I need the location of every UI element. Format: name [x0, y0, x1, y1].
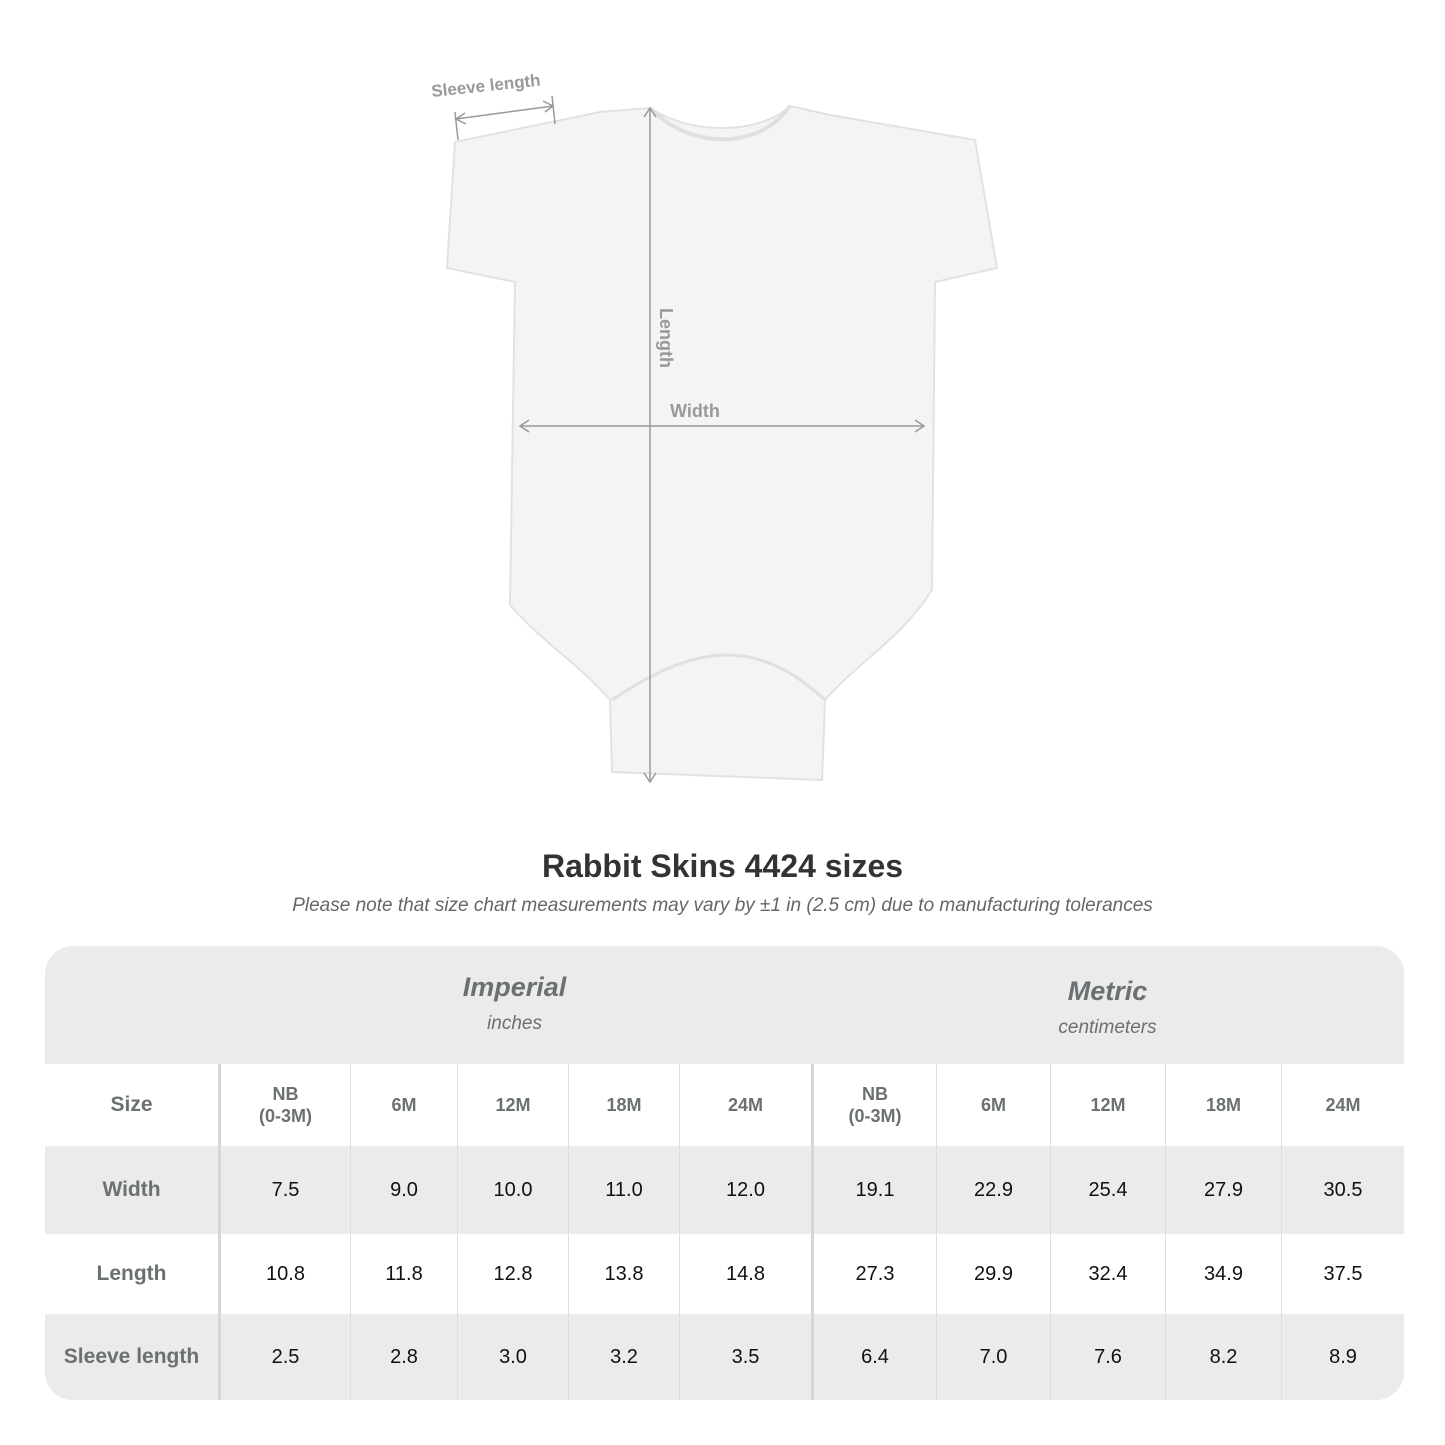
- measurement-cell: 11.8: [350, 1234, 457, 1314]
- measurement-cell: 2.8: [350, 1314, 457, 1400]
- measurement-cell: 14.8: [679, 1234, 811, 1314]
- measurement-cell: 7.0: [936, 1314, 1050, 1400]
- measurement-cell: 3.2: [568, 1314, 679, 1400]
- measurement-cell: 32.4: [1050, 1234, 1165, 1314]
- size-column-header: 18M: [568, 1064, 679, 1146]
- tolerance-note: Please note that size chart measurements…: [292, 895, 1153, 916]
- neckline: [648, 104, 792, 142]
- measurement-cell: 9.0: [350, 1146, 457, 1234]
- size-column-header: 18M: [1165, 1064, 1281, 1146]
- size-column-header: 6M: [936, 1064, 1050, 1146]
- metric-unit: centimeters: [1058, 1017, 1157, 1038]
- measurement-cell: 2.5: [218, 1314, 350, 1400]
- size-column-header: NB (0-3M): [218, 1064, 350, 1146]
- measurement-cell: 3.0: [457, 1314, 568, 1400]
- length-label: Length: [656, 308, 676, 368]
- table-row: Sleeve length 2.5 2.8 3.0 3.2 3.5 6.4 7.0 7.6 8.2…: [45, 1314, 1404, 1400]
- measurement-cell: 29.9: [936, 1234, 1050, 1314]
- measurement-cell: 10.0: [457, 1146, 568, 1234]
- measurement-cell: 11.0: [568, 1146, 679, 1234]
- measurement-cell: 25.4: [1050, 1146, 1165, 1234]
- width-label: Width: [670, 401, 720, 421]
- measurement-cell: 12.8: [457, 1234, 568, 1314]
- imperial-unit: inches: [487, 1013, 542, 1034]
- measurement-cell: 34.9: [1165, 1234, 1281, 1314]
- row-label: Sleeve length: [63, 1345, 200, 1368]
- table-row: Length 10.8 11.8 12.8 13.8 14.8 27.3 29.9 32.4 34…: [45, 1234, 1404, 1314]
- imperial-header: Imperial inches: [218, 946, 811, 1064]
- measurement-cell: 6.4: [811, 1314, 936, 1400]
- measurement-cell: 7.6: [1050, 1314, 1165, 1400]
- imperial-title: Imperial: [462, 972, 567, 1002]
- size-table: Imperial inches Metric centimeters Size N…: [45, 946, 1404, 1400]
- measurement-cell: 7.5: [218, 1146, 350, 1234]
- row-label: Size: [110, 1093, 153, 1116]
- measurement-cell: 27.9: [1165, 1146, 1281, 1234]
- metric-header: Metric centimeters: [811, 946, 1404, 1064]
- size-column-header: 12M: [1050, 1064, 1165, 1146]
- bodysuit-image: [445, 104, 999, 782]
- measure-arrows: [454, 95, 926, 784]
- measurement-cell: 8.2: [1165, 1314, 1281, 1400]
- measurement-cell: 19.1: [811, 1146, 936, 1234]
- measurement-cell: 12.0: [679, 1146, 811, 1234]
- size-column-header: 12M: [457, 1064, 568, 1146]
- measurement-cell: 27.3: [811, 1234, 936, 1314]
- bodysuit-diagram: Sleeve length Length Width: [430, 71, 999, 784]
- snap-flap: [611, 653, 827, 702]
- table-row: Width 7.5 9.0 10.0 11.0 12.0 19.1 22.9 25.4 27.9 3…: [45, 1146, 1404, 1234]
- metric-title: Metric: [1067, 976, 1148, 1006]
- measurement-cell: 30.5: [1281, 1146, 1404, 1234]
- page-title: Rabbit Skins 4424 sizes: [541, 848, 904, 884]
- size-column-header: 6M: [350, 1064, 457, 1146]
- measurement-cell: 13.8: [568, 1234, 679, 1314]
- measurement-cell: 37.5: [1281, 1234, 1404, 1314]
- measurement-cell: 8.9: [1281, 1314, 1404, 1400]
- row-label: Width: [102, 1178, 161, 1201]
- measurement-cell: 22.9: [936, 1146, 1050, 1234]
- size-header-row: Size NB (0-3M) 6M 12M 18M 24M NB (0-3M) 6M 12M 18…: [45, 1064, 1404, 1146]
- size-column-header: 24M: [1281, 1064, 1404, 1146]
- size-column-header: NB (0-3M): [811, 1064, 936, 1146]
- measurement-cell: 3.5: [679, 1314, 811, 1400]
- size-column-header: 24M: [679, 1064, 811, 1146]
- sleeve-length-label: Sleeve length: [430, 71, 541, 101]
- row-label: Length: [96, 1262, 167, 1285]
- measurement-cell: 10.8: [218, 1234, 350, 1314]
